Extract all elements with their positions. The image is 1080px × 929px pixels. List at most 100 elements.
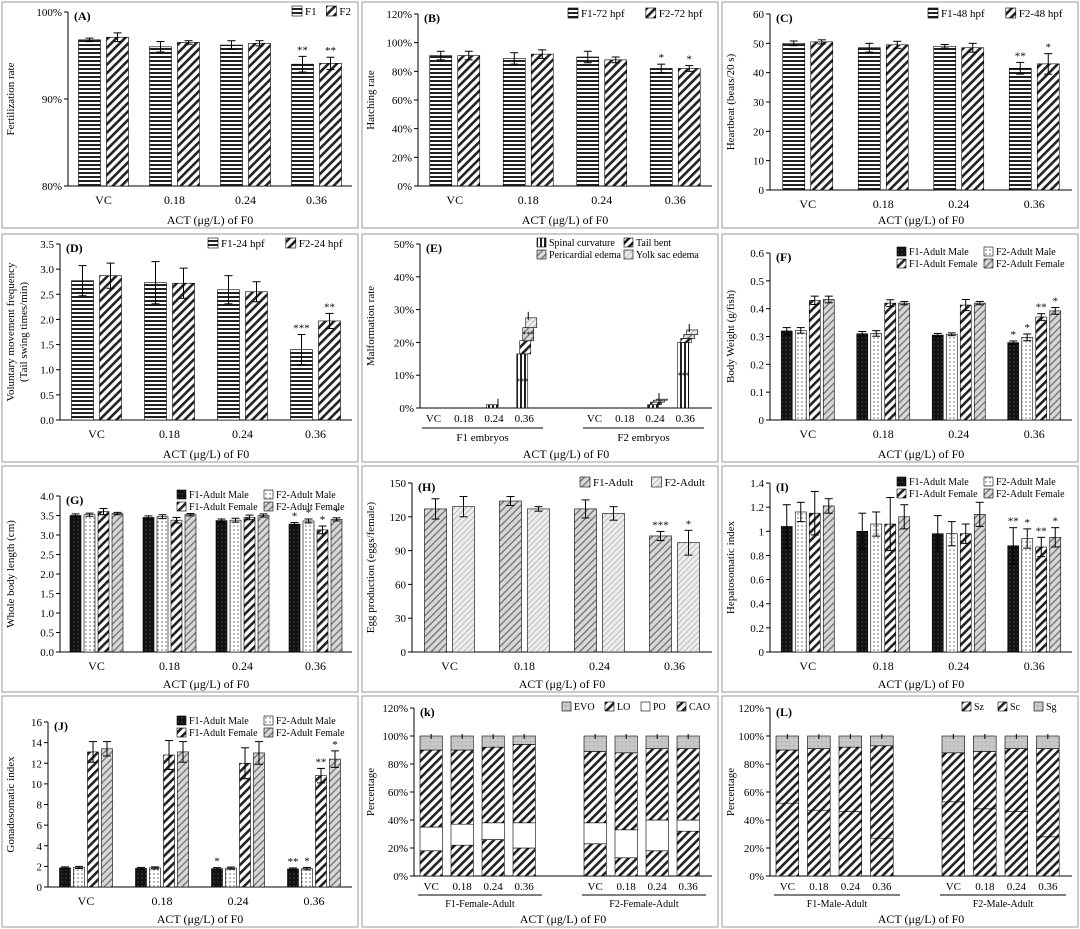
y-tick-label: 0%	[393, 871, 408, 883]
x-tick-label: 0.24	[1007, 881, 1027, 893]
legend-label: Sg	[1046, 702, 1057, 713]
bar	[211, 868, 223, 888]
bar	[884, 302, 897, 421]
y-tick-label: 30%	[394, 305, 414, 317]
x-tick-label: VC	[424, 881, 439, 893]
legend-label: PO	[653, 702, 666, 713]
legend-swatch	[176, 727, 187, 738]
legend-swatch	[176, 715, 187, 726]
legend-label: F1-Adult	[593, 477, 633, 489]
chart-panel-E: 0% 10% 20% 30% 40% 50% Malformation rate (E) ACT…	[361, 233, 719, 463]
group-label: F1 embryos	[456, 432, 508, 444]
bar	[301, 868, 313, 888]
legend-label: F2-Adult Male	[996, 477, 1056, 488]
legend-swatch	[896, 488, 907, 499]
panel-border	[1, 233, 359, 463]
panel-label: (C)	[776, 11, 793, 25]
legend: F1-Adult Male F2-Adult Male F1-Adult Femal…	[896, 246, 1065, 270]
bar-segment	[481, 746, 505, 824]
chart-panel-I: 0 0.2 0.4 0.6 0.8 1 1.2 1.4 Hepatosomatic index (…	[721, 465, 1079, 693]
significance-mark: *	[304, 855, 310, 867]
y-tick-label: 30	[753, 97, 765, 109]
panel-border	[1, 695, 359, 928]
legend: F1-Adult Male F2-Adult Male F1-Adult Femal…	[896, 476, 1065, 500]
legend-swatch	[927, 7, 939, 19]
y-tick-label: 3.5	[40, 239, 54, 251]
legend-swatch	[896, 476, 907, 487]
legend-label: Sc	[1010, 702, 1021, 713]
y-tick-label: 0.0	[40, 647, 54, 659]
bar	[1036, 63, 1060, 191]
legend-swatch	[983, 246, 994, 257]
bar-segment	[807, 809, 831, 877]
significance-mark: *	[306, 507, 312, 519]
bar	[870, 333, 883, 421]
bar	[782, 43, 806, 191]
bar	[225, 867, 237, 888]
x-tick-label: 0.18	[975, 881, 995, 893]
legend-swatch	[579, 476, 591, 488]
x-tick-label: 0.18	[159, 427, 180, 441]
significance-mark: *	[686, 518, 692, 530]
bar-segment	[645, 819, 669, 852]
bar	[649, 68, 673, 187]
y-tick-label: 6	[37, 820, 43, 832]
bar-segment	[614, 829, 638, 859]
bar	[302, 520, 315, 653]
legend-swatch	[623, 249, 634, 260]
x-tick-label: 0.18	[615, 413, 635, 425]
bar	[602, 513, 625, 653]
x-axis-label: ACT (μg/L) of F0	[878, 213, 965, 227]
legend-label: F1-48 hpf	[941, 8, 985, 20]
x-tick-label: 0.24	[589, 659, 610, 673]
legend-label: F2-Adult Male	[276, 490, 336, 501]
y-tick-label: 60%	[744, 787, 764, 799]
significance-mark: **	[1015, 50, 1026, 62]
bar	[452, 506, 475, 653]
bar-segment	[941, 801, 965, 877]
legend-label: F1	[305, 6, 317, 18]
x-tick-label: 0.18	[514, 659, 535, 673]
x-tick-label: 0.24	[591, 193, 612, 207]
bar-segment	[583, 822, 607, 845]
y-tick-label: 90	[395, 546, 407, 558]
y-tick-label: 0.1	[750, 387, 764, 399]
bar	[576, 56, 600, 187]
x-tick-label: 0.18	[809, 881, 829, 893]
legend-swatch	[983, 488, 994, 499]
legend-swatch	[640, 701, 651, 712]
bar-segment	[775, 802, 799, 877]
bar	[245, 291, 268, 421]
bar	[184, 514, 197, 653]
y-axis-label: Whole body length (cm)	[5, 520, 17, 628]
significance-mark: *	[332, 739, 338, 751]
y-tick-label: 120%	[386, 9, 412, 21]
y-tick-label: 30	[395, 613, 407, 625]
bar-segment	[676, 830, 700, 877]
x-tick-label: VC	[587, 413, 602, 425]
y-tick-label: 0	[37, 882, 43, 894]
y-tick-label: 80%	[388, 759, 408, 771]
legend: Sz Sc Sg	[961, 701, 1057, 713]
y-tick-label: 2.0	[40, 569, 54, 581]
x-tick-label: 0.18	[453, 881, 473, 893]
significance-mark: *	[214, 856, 220, 868]
y-tick-label: 20%	[392, 152, 412, 164]
bar	[808, 300, 821, 421]
panel-label: (F)	[776, 250, 791, 264]
significance-mark: *	[1011, 329, 1017, 341]
y-tick-label: 40%	[388, 815, 408, 827]
bar	[71, 280, 94, 421]
bar	[973, 514, 986, 653]
bar	[857, 47, 881, 191]
bar	[69, 515, 82, 653]
bar	[973, 302, 986, 421]
y-axis-label: Egg production (eggs/female)	[365, 501, 377, 633]
bar	[457, 55, 481, 187]
legend-label: F2-24 hpf	[299, 238, 343, 250]
bar-segment	[519, 340, 532, 355]
legend-label: F2-Adult Male	[276, 716, 336, 727]
significance-mark: **	[297, 44, 308, 56]
bar-segment	[1036, 836, 1060, 877]
y-tick-label: 2.0	[40, 314, 54, 326]
